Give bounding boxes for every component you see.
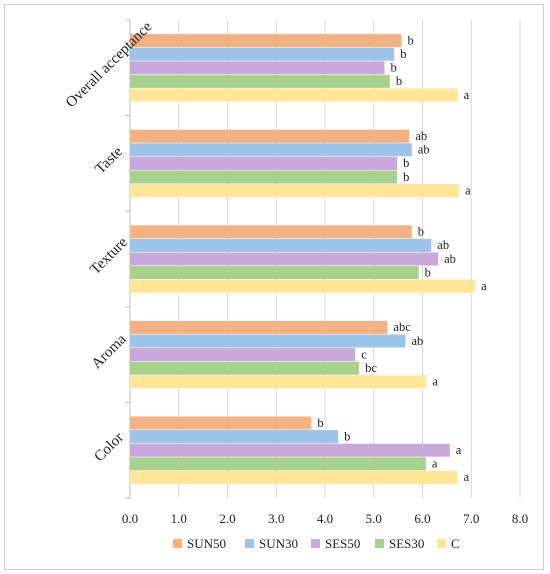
x-tick-label: 7.0: [463, 511, 479, 526]
legend-swatch-ses50: [311, 539, 320, 548]
bar-sun50: [130, 225, 412, 239]
data-label: ab: [437, 238, 449, 252]
bar-sun50: [130, 129, 410, 143]
data-label: b: [425, 265, 431, 279]
category-label: Taste: [92, 144, 126, 178]
x-tick-label: 5.0: [366, 511, 382, 526]
bar-ses50: [130, 61, 385, 75]
data-label: abc: [393, 320, 411, 334]
bar-ses30: [130, 361, 360, 375]
bar-ses30: [130, 74, 390, 88]
data-label: a: [464, 470, 470, 484]
data-label: b: [403, 170, 409, 184]
bar-c: [130, 279, 476, 293]
legend-swatch-ses30: [375, 539, 384, 548]
data-label: b: [344, 429, 350, 443]
bar-ses30: [130, 457, 426, 471]
bar-ses50: [130, 156, 398, 170]
data-label: a: [464, 88, 470, 102]
data-label: b: [400, 47, 406, 61]
data-label: c: [361, 347, 367, 361]
category-label: Color: [91, 430, 126, 465]
legend-label: C: [451, 536, 460, 551]
legend-label: SES30: [389, 536, 424, 551]
bar-ses50: [130, 252, 439, 266]
category-label: Aroma: [89, 331, 130, 372]
bar-sun30: [130, 47, 395, 61]
data-label: a: [456, 443, 462, 457]
bar-ses50: [130, 443, 450, 457]
data-label: b: [418, 225, 424, 239]
data-label: a: [432, 457, 438, 471]
bar-sun50: [130, 416, 312, 430]
bar-sun50: [130, 320, 388, 334]
x-tick-label: 6.0: [414, 511, 430, 526]
legend-label: SES50: [325, 536, 360, 551]
bar-sun30: [130, 238, 432, 252]
data-label: b: [408, 33, 414, 47]
data-label: b: [403, 156, 409, 170]
data-label: b: [390, 61, 396, 75]
x-tick-label: 4.0: [317, 511, 333, 526]
legend-label: SUN30: [259, 536, 298, 551]
bar-ses30: [130, 266, 419, 280]
data-label: a: [481, 279, 487, 293]
category-label: Texture: [87, 234, 131, 278]
legend-label: SUN50: [187, 536, 226, 551]
legend-swatch-sun50: [173, 539, 182, 548]
bar-sun30: [130, 334, 406, 348]
x-tick-label: 8.0: [512, 511, 528, 526]
data-label: a: [432, 375, 438, 389]
bar-c: [130, 88, 458, 102]
bar-ses30: [130, 170, 398, 184]
bar-sun30: [130, 430, 339, 444]
bar-c: [130, 470, 458, 484]
legend-swatch-c: [437, 539, 446, 548]
data-label: bc: [365, 361, 377, 375]
x-tick-label: 3.0: [268, 511, 284, 526]
data-label: b: [317, 416, 323, 430]
data-label: b: [396, 74, 402, 88]
legend-swatch-sun30: [245, 539, 254, 548]
bar-c: [130, 375, 427, 389]
bar-ses50: [130, 348, 356, 362]
data-label: ab: [418, 143, 430, 157]
data-label: ab: [415, 129, 427, 143]
x-tick-label: 1.0: [171, 511, 187, 526]
data-label: ab: [444, 252, 456, 266]
bar-sun30: [130, 143, 412, 157]
bar-sun50: [130, 34, 402, 48]
data-label: ab: [411, 334, 423, 348]
bar-c: [130, 184, 460, 198]
data-label: a: [465, 183, 471, 197]
x-tick-label: 0.0: [122, 511, 138, 526]
x-tick-label: 2.0: [219, 511, 235, 526]
